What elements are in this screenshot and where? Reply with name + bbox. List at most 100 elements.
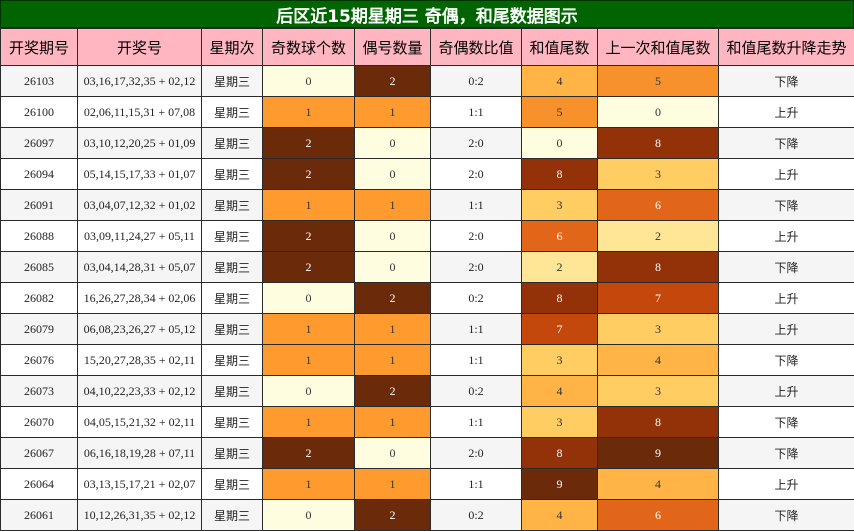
even-count-cell: 0 <box>355 128 431 159</box>
ratio-cell: 2:0 <box>431 438 522 469</box>
weekday-cell: 星期三 <box>202 407 263 438</box>
odd-count-cell: 1 <box>263 345 355 376</box>
weekday-cell: 星期三 <box>202 469 263 500</box>
numbers-cell: 02,06,11,15,31 + 07,08 <box>78 97 202 128</box>
sum-tail-cell: 4 <box>522 500 598 531</box>
trend-cell: 上升 <box>719 469 854 500</box>
even-count-cell: 2 <box>355 66 431 97</box>
weekday-cell: 星期三 <box>202 438 263 469</box>
numbers-cell: 04,05,15,21,32 + 02,11 <box>78 407 202 438</box>
prev-sum-tail-cell: 0 <box>598 97 719 128</box>
ratio-cell: 2:0 <box>431 252 522 283</box>
header-cell: 上一次和值尾数 <box>598 29 719 66</box>
prev-sum-tail-cell: 8 <box>598 128 719 159</box>
prev-sum-tail-cell: 6 <box>598 500 719 531</box>
prev-sum-tail-cell: 7 <box>598 283 719 314</box>
trend-cell: 下降 <box>719 500 854 531</box>
issue-cell: 26100 <box>1 97 78 128</box>
issue-cell: 26061 <box>1 500 78 531</box>
issue-cell: 26070 <box>1 407 78 438</box>
sum-tail-cell: 8 <box>522 283 598 314</box>
odd-count-cell: 2 <box>263 159 355 190</box>
issue-cell: 26097 <box>1 128 78 159</box>
header-cell: 和值尾数升降走势 <box>719 29 854 66</box>
data-table: 开奖期号 开奖号 星期次 奇数球个数 偶号数量 奇偶数比值 和值尾数 上一次和值… <box>0 28 854 531</box>
ratio-cell: 2:0 <box>431 221 522 252</box>
issue-cell: 26067 <box>1 438 78 469</box>
ratio-cell: 1:1 <box>431 314 522 345</box>
even-count-cell: 2 <box>355 500 431 531</box>
prev-sum-tail-cell: 3 <box>598 376 719 407</box>
ratio-cell: 1:1 <box>431 97 522 128</box>
odd-count-cell: 2 <box>263 438 355 469</box>
issue-cell: 26091 <box>1 190 78 221</box>
numbers-cell: 03,10,12,20,25 + 01,09 <box>78 128 202 159</box>
trend-cell: 下降 <box>719 66 854 97</box>
ratio-cell: 0:2 <box>431 66 522 97</box>
trend-cell: 上升 <box>719 314 854 345</box>
numbers-cell: 05,14,15,17,33 + 01,07 <box>78 159 202 190</box>
even-count-cell: 2 <box>355 283 431 314</box>
prev-sum-tail-cell: 5 <box>598 66 719 97</box>
issue-cell: 26079 <box>1 314 78 345</box>
even-count-cell: 1 <box>355 314 431 345</box>
weekday-cell: 星期三 <box>202 66 263 97</box>
odd-count-cell: 2 <box>263 221 355 252</box>
odd-count-cell: 0 <box>263 500 355 531</box>
prev-sum-tail-cell: 3 <box>598 159 719 190</box>
ratio-cell: 0:2 <box>431 500 522 531</box>
weekday-cell: 星期三 <box>202 376 263 407</box>
sum-tail-cell: 3 <box>522 190 598 221</box>
issue-cell: 26082 <box>1 283 78 314</box>
ratio-cell: 2:0 <box>431 128 522 159</box>
trend-cell: 上升 <box>719 97 854 128</box>
prev-sum-tail-cell: 2 <box>598 221 719 252</box>
weekday-cell: 星期三 <box>202 97 263 128</box>
numbers-cell: 03,09,11,24,27 + 05,11 <box>78 221 202 252</box>
even-count-cell: 2 <box>355 376 431 407</box>
trend-cell: 下降 <box>719 345 854 376</box>
numbers-cell: 03,04,14,28,31 + 05,07 <box>78 252 202 283</box>
odd-count-cell: 0 <box>263 376 355 407</box>
ratio-cell: 0:2 <box>431 376 522 407</box>
sum-tail-cell: 3 <box>522 345 598 376</box>
weekday-cell: 星期三 <box>202 283 263 314</box>
issue-cell: 26064 <box>1 469 78 500</box>
issue-cell: 26073 <box>1 376 78 407</box>
header-cell: 偶号数量 <box>355 29 431 66</box>
trend-cell: 下降 <box>719 438 854 469</box>
weekday-cell: 星期三 <box>202 345 263 376</box>
trend-cell: 上升 <box>719 376 854 407</box>
odd-count-cell: 1 <box>263 407 355 438</box>
odd-count-cell: 2 <box>263 128 355 159</box>
numbers-cell: 16,26,27,28,34 + 02,06 <box>78 283 202 314</box>
issue-cell: 26094 <box>1 159 78 190</box>
prev-sum-tail-cell: 6 <box>598 190 719 221</box>
trend-cell: 下降 <box>719 128 854 159</box>
sum-tail-cell: 5 <box>522 97 598 128</box>
trend-cell: 下降 <box>719 190 854 221</box>
prev-sum-tail-cell: 8 <box>598 407 719 438</box>
trend-cell: 上升 <box>719 159 854 190</box>
even-count-cell: 0 <box>355 438 431 469</box>
header-cell: 开奖期号 <box>1 29 78 66</box>
weekday-cell: 星期三 <box>202 159 263 190</box>
numbers-cell: 03,13,15,17,21 + 02,07 <box>78 469 202 500</box>
prev-sum-tail-cell: 4 <box>598 345 719 376</box>
ratio-cell: 1:1 <box>431 469 522 500</box>
header-row: 开奖期号 开奖号 星期次 奇数球个数 偶号数量 奇偶数比值 和值尾数 上一次和值… <box>1 29 854 66</box>
header-cell: 奇偶数比值 <box>431 29 522 66</box>
sum-tail-cell: 3 <box>522 407 598 438</box>
odd-count-cell: 0 <box>263 66 355 97</box>
numbers-cell: 03,16,17,32,35 + 02,12 <box>78 66 202 97</box>
chart-title: 后区近15期星期三 奇偶，和尾数据图示 <box>0 0 854 28</box>
